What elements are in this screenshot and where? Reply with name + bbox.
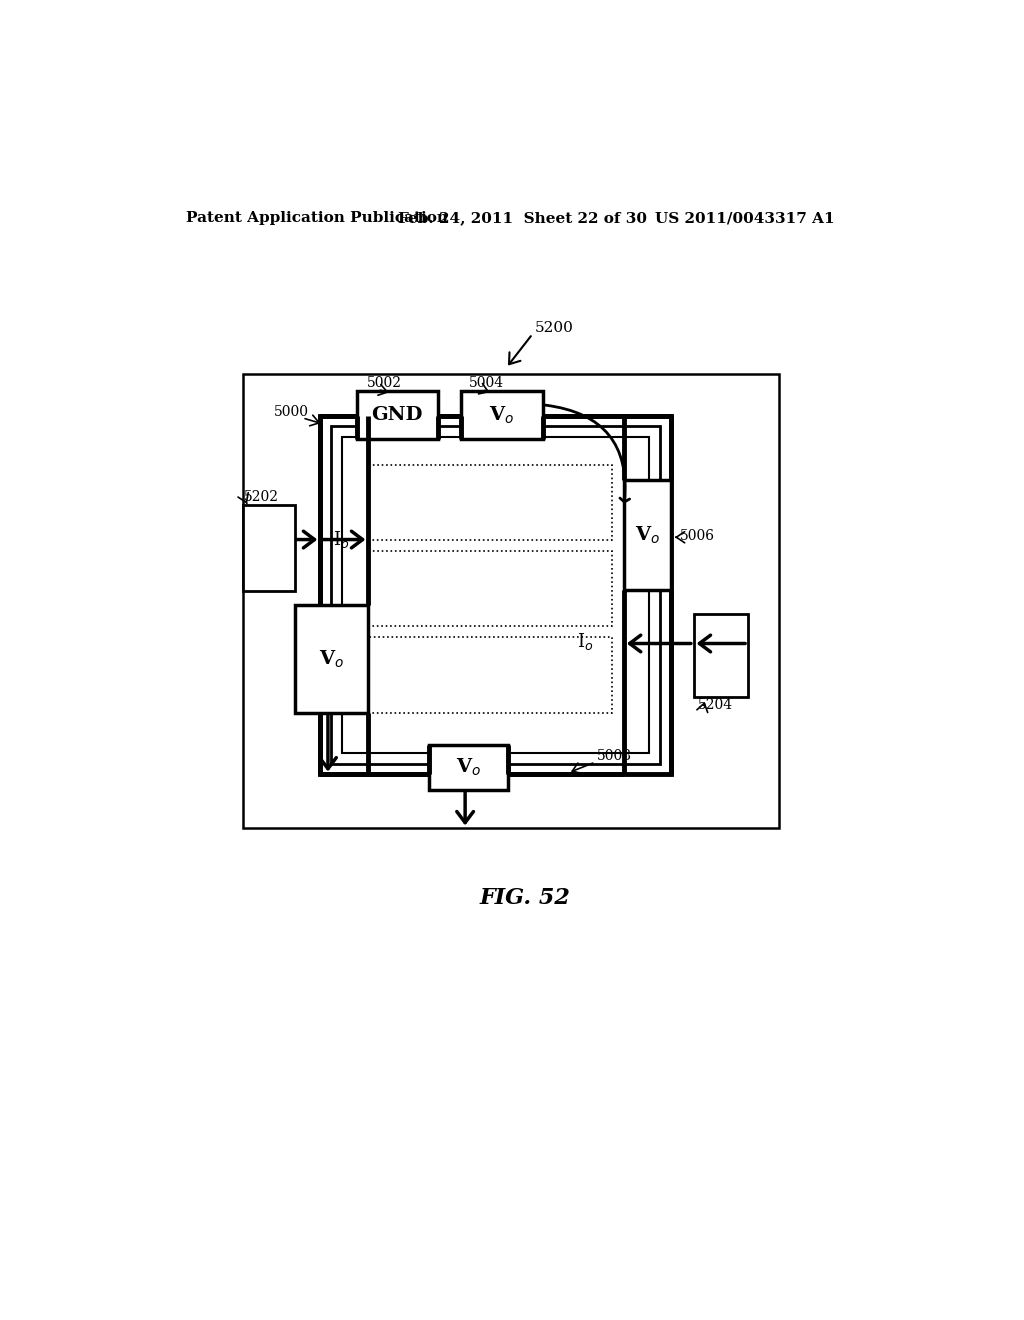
Bar (342, 437, 649, 752)
Text: US 2011/0043317 A1: US 2011/0043317 A1 (655, 211, 835, 226)
Text: 5000: 5000 (273, 405, 308, 420)
Bar (624, 480, 671, 590)
Bar (356, 391, 438, 440)
Text: 5202: 5202 (245, 490, 280, 504)
Bar (461, 391, 543, 440)
Text: Patent Application Publication: Patent Application Publication (186, 211, 449, 226)
Text: 5204: 5204 (697, 698, 733, 711)
Text: 5008: 5008 (597, 748, 632, 763)
Bar (369, 465, 612, 540)
Text: GND: GND (372, 407, 423, 424)
Bar (243, 374, 779, 829)
Bar (243, 506, 295, 591)
Bar (295, 605, 369, 713)
Text: 5004: 5004 (469, 376, 504, 391)
Bar (369, 638, 612, 713)
Text: I$_o$: I$_o$ (577, 631, 593, 652)
Text: 5200: 5200 (535, 321, 573, 335)
Bar (331, 426, 659, 763)
Text: Feb. 24, 2011  Sheet 22 of 30: Feb. 24, 2011 Sheet 22 of 30 (397, 211, 647, 226)
Bar (693, 614, 748, 697)
Text: 5006: 5006 (680, 529, 715, 543)
Text: V$_o$: V$_o$ (635, 524, 659, 545)
Text: 5002: 5002 (367, 376, 401, 391)
Bar (321, 416, 671, 775)
Text: FIG. 52: FIG. 52 (479, 887, 570, 908)
Text: V$_o$: V$_o$ (489, 404, 514, 426)
Text: V$_o$: V$_o$ (318, 648, 344, 669)
Text: V$_o$: V$_o$ (456, 756, 481, 777)
Text: I$_o$: I$_o$ (334, 529, 350, 550)
Bar (369, 552, 612, 626)
Bar (429, 744, 508, 789)
